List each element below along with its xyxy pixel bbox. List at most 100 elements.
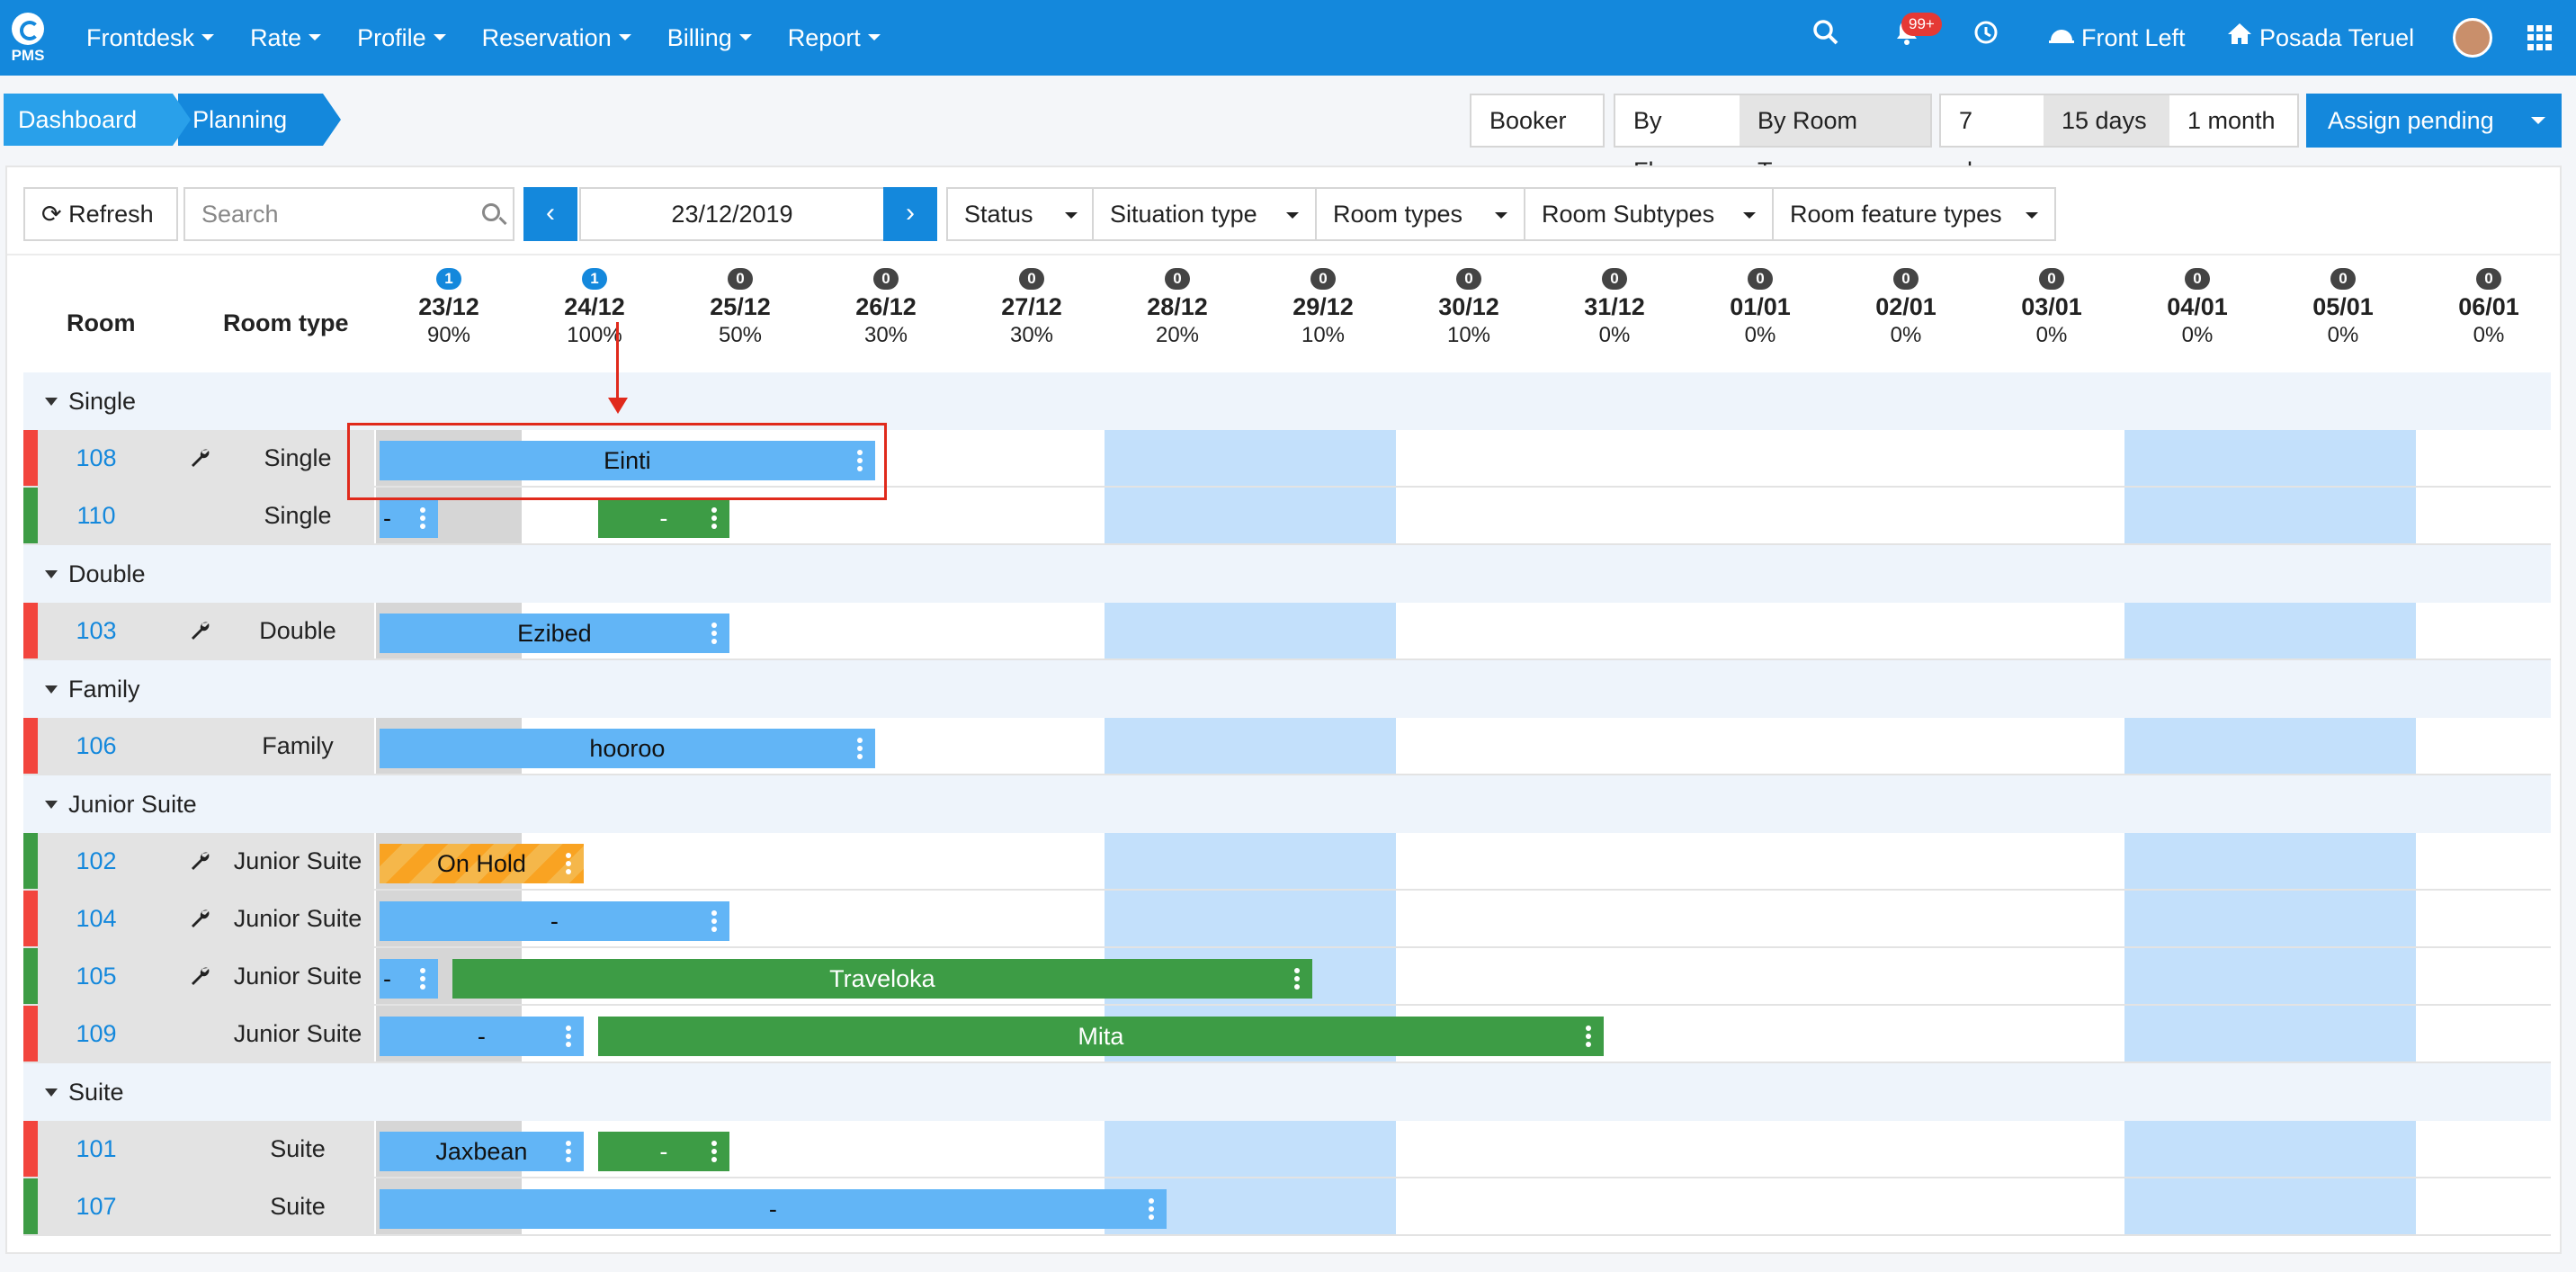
more-vertical-icon[interactable]	[711, 1141, 717, 1162]
menu-report[interactable]: Report	[788, 0, 886, 76]
more-vertical-icon[interactable]	[711, 623, 717, 644]
next-date-button[interactable]: ›	[883, 187, 937, 241]
more-vertical-icon[interactable]	[1293, 968, 1300, 990]
room-number-link[interactable]: 110	[76, 502, 116, 529]
caret-down-icon[interactable]	[45, 801, 58, 809]
reservation-bar[interactable]: Ezibed	[380, 614, 729, 653]
reservation-bar[interactable]: Jaxbean	[380, 1132, 584, 1171]
pms-logo[interactable]: PMS	[7, 13, 49, 65]
apps-grid-icon[interactable]	[2527, 25, 2553, 50]
room-number-link[interactable]: 104	[76, 905, 117, 932]
menu-billing[interactable]: Billing	[667, 0, 757, 76]
menu-reservation[interactable]: Reservation	[482, 0, 637, 76]
reservation-bar[interactable]: hooroo	[380, 729, 875, 768]
more-vertical-icon[interactable]	[419, 507, 425, 529]
breadcrumb-dashboard[interactable]: Dashboard	[4, 94, 192, 146]
reservation-bar[interactable]: -	[380, 1189, 1167, 1229]
more-vertical-icon[interactable]	[565, 1026, 571, 1047]
search-input[interactable]: Search	[183, 187, 514, 241]
search-icon[interactable]	[1806, 18, 1846, 58]
caret-down-icon[interactable]	[45, 1088, 58, 1097]
more-vertical-icon[interactable]	[856, 450, 863, 471]
more-vertical-icon[interactable]	[711, 507, 717, 529]
wrench-icon[interactable]	[188, 964, 211, 988]
day-header: 0 25/12 50%	[667, 257, 813, 348]
caret-down-icon[interactable]	[45, 570, 58, 578]
user-avatar[interactable]	[2453, 18, 2492, 58]
wrench-icon[interactable]	[188, 849, 211, 873]
reservation-bar[interactable]: Mita	[598, 1017, 1604, 1056]
reservation-bar[interactable]: -	[380, 901, 729, 941]
day-date: 25/12	[710, 293, 771, 320]
status-filter[interactable]: Status	[946, 187, 1096, 241]
room-number-link[interactable]: 102	[76, 847, 117, 874]
room-number-link[interactable]: 105	[76, 963, 117, 990]
room-group-header[interactable]: Family	[23, 660, 2551, 718]
reservation-bar[interactable]: -	[380, 959, 438, 999]
by-floor-button[interactable]: By Floor	[1614, 94, 1741, 184]
day-header: 0 28/12 20%	[1105, 257, 1250, 348]
menu-profile[interactable]: Profile	[357, 0, 452, 76]
history-icon[interactable]	[1966, 18, 2006, 58]
reservation-bar[interactable]: Traveloka	[452, 959, 1312, 999]
highlighted-day-cell	[2124, 891, 2270, 946]
room-row: 105 Junior Suite - Traveloka	[23, 948, 2551, 1006]
reservation-bar[interactable]: Einti	[380, 441, 875, 480]
wrench-icon[interactable]	[188, 907, 211, 930]
property-name[interactable]: Posada Teruel	[2259, 24, 2415, 51]
more-vertical-icon[interactable]	[1148, 1198, 1154, 1220]
room-number-link[interactable]: 103	[76, 617, 117, 644]
menu-frontdesk[interactable]: Frontdesk	[86, 0, 219, 76]
refresh-button[interactable]: ⟳ Refresh	[23, 187, 178, 241]
previous-date-button[interactable]: ‹	[523, 187, 577, 241]
by-room-type-button[interactable]: By Room Type	[1740, 94, 1932, 184]
room-number-link[interactable]: 109	[76, 1020, 117, 1047]
frontdesk-location[interactable]: Front Left	[2081, 24, 2186, 51]
room-number-link[interactable]: 101	[76, 1135, 117, 1162]
highlighted-day-cell	[1250, 891, 1396, 946]
assign-pending-label: Assign pending	[2328, 107, 2494, 134]
chevron-down-icon[interactable]	[2531, 117, 2545, 124]
more-vertical-icon[interactable]	[419, 968, 425, 990]
room-types-filter[interactable]: Room types	[1315, 187, 1525, 241]
wrench-icon[interactable]	[188, 446, 211, 470]
room-group-header[interactable]: Single	[23, 372, 2551, 430]
more-vertical-icon[interactable]	[856, 738, 863, 759]
reservation-bar[interactable]: -	[380, 498, 438, 538]
reservation-bar[interactable]: -	[598, 498, 729, 538]
more-vertical-icon[interactable]	[711, 910, 717, 932]
situation-type-filter[interactable]: Situation type	[1092, 187, 1317, 241]
room-type-label: Junior Suite	[233, 905, 362, 932]
room-status-indicator	[23, 603, 38, 658]
room-group-header[interactable]: Junior Suite	[23, 775, 2551, 833]
room-feature-types-filter[interactable]: Room feature types	[1772, 187, 2056, 241]
1-month-button[interactable]: 1 month	[2169, 94, 2299, 148]
room-row: 101 Suite Jaxbean -	[23, 1121, 2551, 1178]
15-days-button[interactable]: 15 days	[2044, 94, 2171, 148]
booker-dropdown[interactable]: Booker	[1470, 94, 1605, 176]
reservation-bar[interactable]: On Hold	[380, 844, 584, 883]
room-number-link[interactable]: 106	[76, 732, 117, 759]
assign-pending-button[interactable]: Assign pending	[2306, 94, 2562, 148]
room-number-link[interactable]: 108	[76, 444, 117, 471]
refresh-label: Refresh	[68, 201, 154, 228]
caret-down-icon[interactable]	[45, 398, 58, 406]
room-group-header[interactable]: Double	[23, 545, 2551, 603]
day-header: 0 03/01 0%	[1979, 257, 2124, 348]
more-vertical-icon[interactable]	[565, 853, 571, 874]
7-days-button[interactable]: 7 days	[1939, 94, 2045, 184]
highlighted-day-cell	[1105, 488, 1250, 543]
room-group-header[interactable]: Suite	[23, 1063, 2551, 1121]
date-picker[interactable]: 23/12/2019	[579, 187, 885, 241]
menu-rate[interactable]: Rate	[250, 0, 326, 76]
more-vertical-icon[interactable]	[565, 1141, 571, 1162]
room-subtypes-filter[interactable]: Room Subtypes	[1524, 187, 1774, 241]
reservation-bar[interactable]: -	[598, 1132, 729, 1171]
reservation-bar[interactable]: -	[380, 1017, 584, 1056]
wrench-icon[interactable]	[188, 619, 211, 642]
day-occupancy: 10%	[1301, 323, 1346, 347]
timeline-header: Room Room type 1 23/12 90% 1 24/12 100% 0 25/12…	[23, 257, 2551, 371]
room-number-link[interactable]: 107	[76, 1193, 117, 1220]
caret-down-icon[interactable]	[45, 685, 58, 694]
more-vertical-icon[interactable]	[1585, 1026, 1591, 1047]
